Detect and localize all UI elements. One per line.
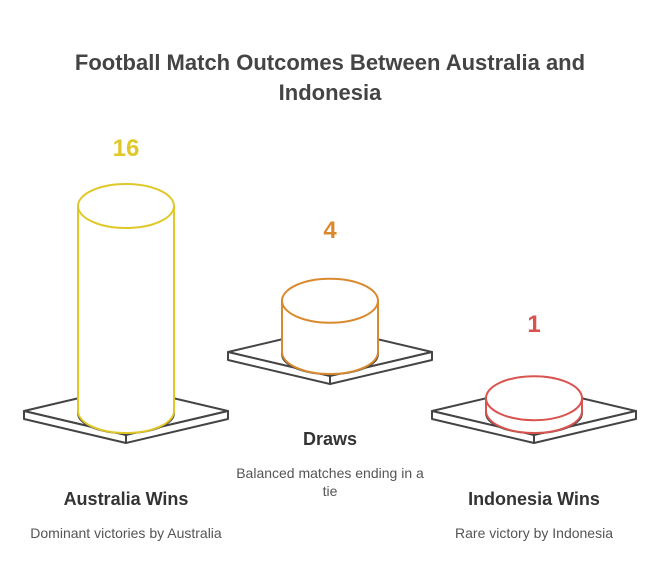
cylinder-top-draws: [281, 277, 379, 324]
category-label-indonesia-wins: Indonesia Wins: [468, 489, 600, 509]
cylinder-body-australia-wins: [77, 205, 175, 434]
description-australia-wins: Dominant victories by Australia: [30, 525, 222, 541]
description-indonesia-wins: Rare victory by Indonesia: [455, 525, 613, 541]
value-label-australia-wins: 16: [112, 135, 140, 162]
chart-title: Football Match Outcomes Between Australi…: [74, 50, 586, 105]
bars-group: [23, 183, 637, 444]
category-label-australia-wins: Australia Wins: [63, 489, 189, 509]
value-label-indonesia-wins: 1: [527, 311, 541, 338]
value-label-draws: 4: [323, 217, 337, 244]
platform-right-australia-wins: [125, 410, 229, 444]
platform-right-draws: [329, 351, 433, 385]
cylinder-top-australia-wins: [77, 183, 175, 229]
cylinder-top-indonesia-wins: [485, 375, 583, 422]
category-label-draws: Draws: [302, 429, 358, 449]
platform-right-indonesia-wins: [533, 410, 637, 444]
description-draws: Balanced matches ending in a tie: [236, 465, 424, 499]
